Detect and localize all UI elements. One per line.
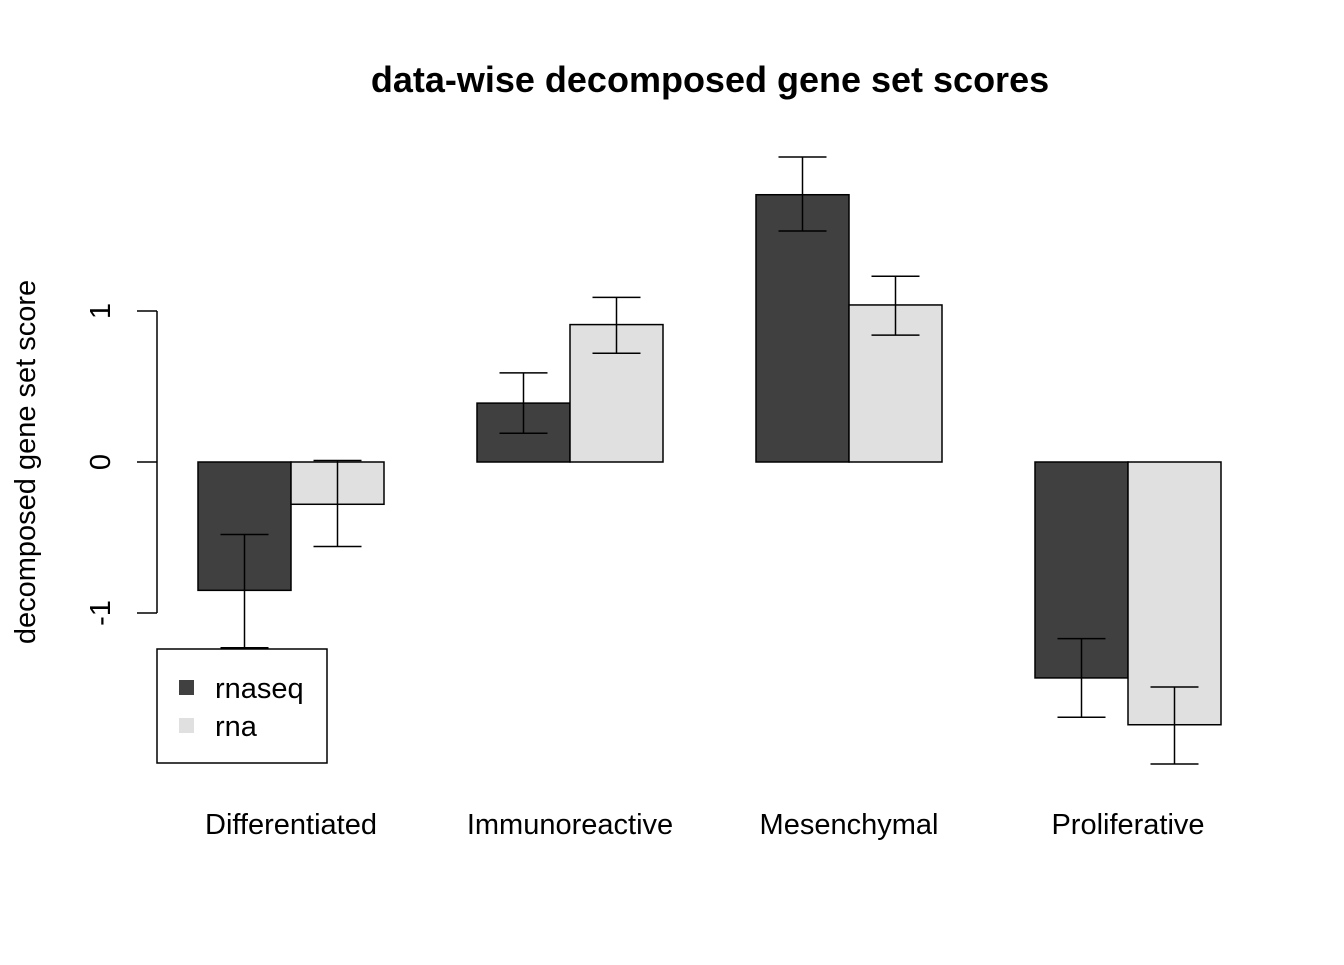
x-tick-label: Immunoreactive bbox=[467, 809, 673, 841]
x-tick-label: Proliferative bbox=[1051, 809, 1204, 841]
legend-label-rna: rna bbox=[215, 711, 258, 743]
y-tick-label: -1 bbox=[85, 600, 117, 626]
legend: rnaseq rna bbox=[156, 648, 328, 764]
x-tick-label: Differentiated bbox=[205, 809, 377, 841]
bars-group bbox=[197, 193, 1222, 726]
legend-swatch-rnaseq bbox=[179, 680, 194, 695]
legend-box bbox=[156, 648, 328, 764]
legend-swatch-rna bbox=[179, 718, 194, 733]
y-tick-label: 0 bbox=[85, 454, 117, 470]
x-tick-label: Mesenchymal bbox=[760, 809, 939, 841]
y-tick-label: 1 bbox=[85, 303, 117, 319]
bar-rna-proliferative bbox=[1127, 461, 1222, 726]
error-bars-group bbox=[220, 156, 1199, 765]
y-axis: -1 0 1 bbox=[85, 303, 158, 626]
chart-title: data-wise decomposed gene set scores bbox=[371, 59, 1049, 100]
x-tick-labels: Differentiated Immunoreactive Mesenchymal P… bbox=[205, 809, 1205, 841]
legend-label-rnaseq: rnaseq bbox=[215, 673, 304, 705]
y-axis-label: decomposed gene set score bbox=[10, 280, 42, 644]
bar-rnaseq-mesenchymal bbox=[755, 193, 850, 463]
